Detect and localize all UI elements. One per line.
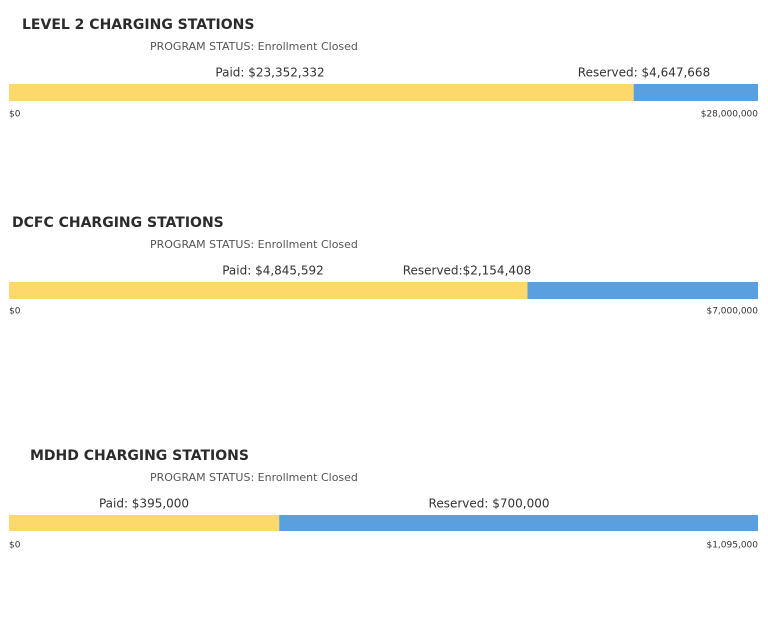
value-label: Reserved: $4,647,668: [578, 66, 710, 80]
bar-segment: [633, 84, 758, 101]
x-tick-label: $0: [9, 307, 21, 317]
panel-subtitle: PROGRAM STATUS: Enrollment Closed: [150, 238, 358, 251]
bar-segment: [9, 282, 528, 299]
x-tick-label: $1,095,000: [706, 541, 758, 551]
value-label: Reserved:$2,154,408: [403, 264, 532, 278]
x-tick-label: $0: [9, 110, 21, 120]
bar-segment: [279, 515, 758, 531]
bar-segment: [527, 282, 758, 299]
panel-subtitle: PROGRAM STATUS: Enrollment Closed: [150, 40, 358, 53]
x-tick-label: $7,000,000: [706, 307, 758, 317]
panel-title: DCFC CHARGING STATIONS: [12, 215, 224, 231]
value-label: Paid: $23,352,332: [215, 66, 324, 80]
bar-segment: [9, 84, 634, 101]
value-label: Reserved: $700,000: [429, 497, 550, 511]
bar-segment: [9, 515, 280, 531]
panel-title: LEVEL 2 CHARGING STATIONS: [22, 17, 254, 33]
value-label: Paid: $395,000: [99, 497, 189, 511]
panel-title: MDHD CHARGING STATIONS: [30, 448, 249, 464]
panel-subtitle: PROGRAM STATUS: Enrollment Closed: [150, 471, 358, 484]
x-tick-label: $28,000,000: [701, 110, 759, 120]
x-tick-label: $0: [9, 541, 21, 551]
value-label: Paid: $4,845,592: [222, 264, 324, 278]
